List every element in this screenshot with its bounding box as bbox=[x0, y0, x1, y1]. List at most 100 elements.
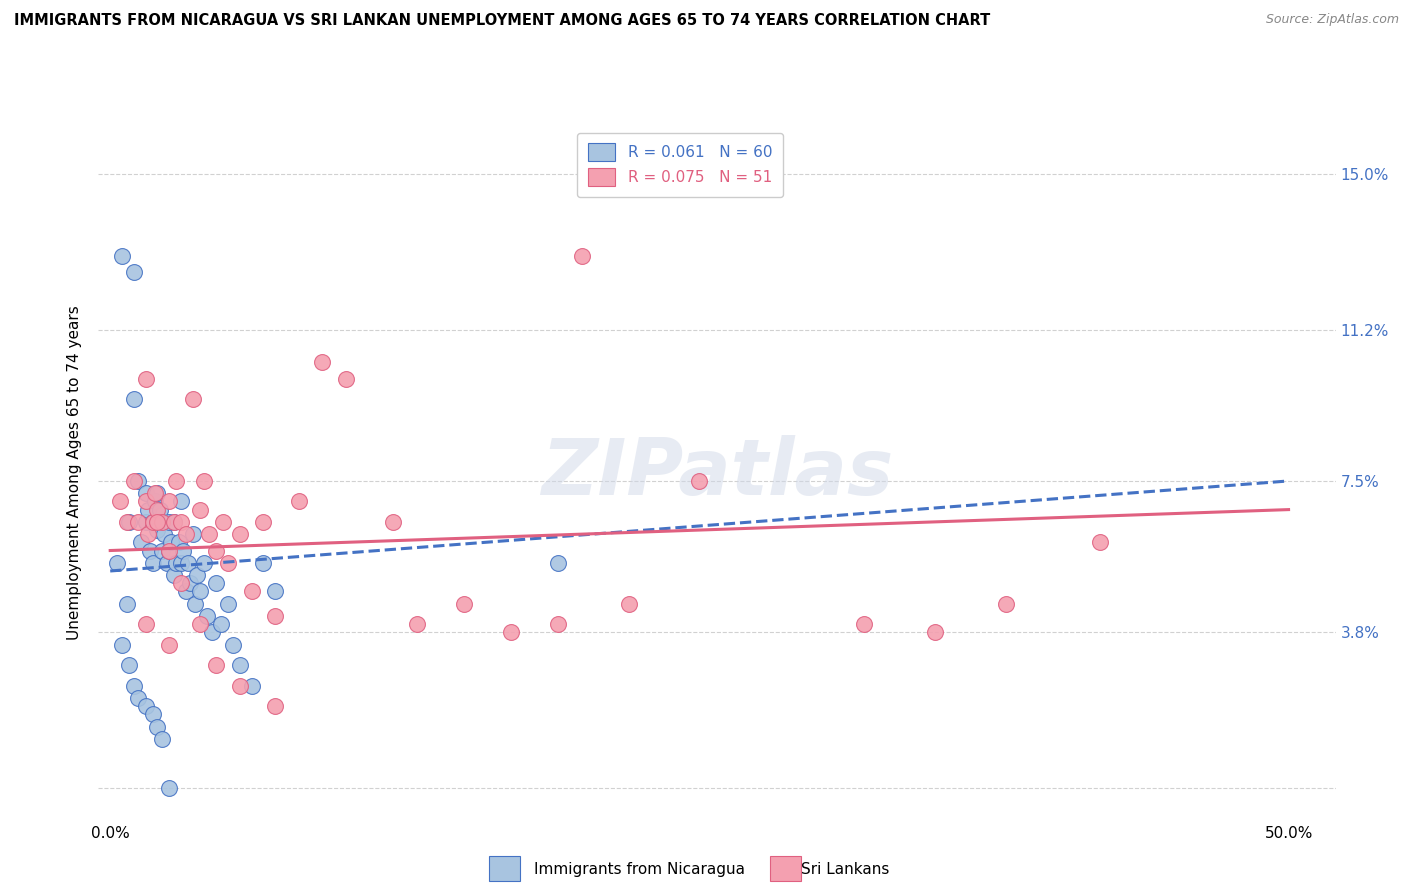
Point bbox=[135, 617, 157, 632]
Point bbox=[617, 597, 640, 611]
Point bbox=[170, 556, 193, 570]
Point bbox=[212, 515, 235, 529]
Point bbox=[150, 731, 173, 746]
Point bbox=[547, 556, 569, 570]
Point bbox=[157, 543, 180, 558]
Point bbox=[174, 527, 197, 541]
Legend: R = 0.061   N = 60, R = 0.075   N = 51: R = 0.061 N = 60, R = 0.075 N = 51 bbox=[576, 133, 783, 197]
FancyBboxPatch shape bbox=[770, 856, 801, 881]
Point bbox=[252, 556, 274, 570]
Point bbox=[127, 690, 149, 705]
Point bbox=[179, 576, 201, 591]
Point bbox=[157, 543, 180, 558]
Point bbox=[163, 515, 186, 529]
Point bbox=[136, 527, 159, 541]
Point bbox=[146, 523, 169, 537]
Point bbox=[143, 494, 166, 508]
Point bbox=[127, 474, 149, 488]
Point bbox=[924, 625, 946, 640]
Point bbox=[240, 584, 263, 599]
Point bbox=[264, 609, 287, 624]
Point bbox=[135, 371, 157, 385]
Point bbox=[571, 249, 593, 263]
Point bbox=[160, 535, 183, 549]
Point bbox=[170, 494, 193, 508]
Point bbox=[105, 556, 128, 570]
Point bbox=[186, 568, 208, 582]
Point bbox=[499, 625, 522, 640]
Point bbox=[184, 597, 207, 611]
Text: Immigrants from Nicaragua: Immigrants from Nicaragua bbox=[534, 863, 745, 877]
Point bbox=[115, 515, 138, 529]
Point bbox=[688, 474, 710, 488]
Point bbox=[181, 392, 204, 406]
Point bbox=[135, 699, 157, 714]
Point bbox=[136, 502, 159, 516]
Point bbox=[146, 502, 169, 516]
Point bbox=[229, 527, 252, 541]
Point bbox=[135, 494, 157, 508]
Point bbox=[146, 719, 169, 733]
Text: ZIPatlas: ZIPatlas bbox=[541, 434, 893, 511]
Point bbox=[142, 515, 165, 529]
Point bbox=[142, 556, 165, 570]
Point bbox=[156, 556, 179, 570]
Point bbox=[146, 515, 169, 529]
Point bbox=[198, 527, 221, 541]
Point bbox=[122, 474, 145, 488]
Point bbox=[264, 699, 287, 714]
Point bbox=[163, 568, 186, 582]
Point bbox=[217, 597, 239, 611]
Point bbox=[188, 502, 211, 516]
Point bbox=[382, 515, 405, 529]
Text: Sri Lankans: Sri Lankans bbox=[801, 863, 890, 877]
Point bbox=[287, 494, 309, 508]
Point bbox=[405, 617, 427, 632]
Point bbox=[153, 527, 176, 541]
Point bbox=[170, 576, 193, 591]
Point bbox=[122, 392, 145, 406]
Point bbox=[188, 617, 211, 632]
Point bbox=[122, 679, 145, 693]
Point bbox=[127, 515, 149, 529]
Point bbox=[311, 355, 333, 369]
Point bbox=[150, 515, 173, 529]
Point bbox=[170, 515, 193, 529]
Point bbox=[157, 638, 180, 652]
Point bbox=[252, 515, 274, 529]
Point bbox=[146, 486, 169, 500]
Point bbox=[181, 527, 204, 541]
FancyBboxPatch shape bbox=[489, 856, 520, 881]
Point bbox=[108, 494, 131, 508]
Point bbox=[149, 502, 172, 516]
Point bbox=[143, 486, 166, 500]
Point bbox=[118, 658, 141, 673]
Text: IMMIGRANTS FROM NICARAGUA VS SRI LANKAN UNEMPLOYMENT AMONG AGES 65 TO 74 YEARS C: IMMIGRANTS FROM NICARAGUA VS SRI LANKAN … bbox=[14, 13, 990, 29]
Point bbox=[222, 638, 245, 652]
Point bbox=[240, 679, 263, 693]
Point bbox=[142, 707, 165, 722]
Point bbox=[122, 265, 145, 279]
Point bbox=[157, 494, 180, 508]
Point bbox=[188, 584, 211, 599]
Point bbox=[200, 625, 222, 640]
Point bbox=[167, 535, 190, 549]
Point bbox=[157, 515, 180, 529]
Point bbox=[547, 617, 569, 632]
Point bbox=[111, 249, 134, 263]
Point bbox=[335, 371, 357, 385]
Point bbox=[177, 556, 200, 570]
Point bbox=[129, 535, 152, 549]
Point bbox=[157, 780, 180, 795]
Point bbox=[994, 597, 1017, 611]
Point bbox=[209, 617, 232, 632]
Point bbox=[111, 638, 134, 652]
Point bbox=[1088, 535, 1111, 549]
Point bbox=[264, 584, 287, 599]
Point bbox=[115, 597, 138, 611]
Point bbox=[165, 556, 187, 570]
Point bbox=[853, 617, 876, 632]
Point bbox=[139, 543, 162, 558]
Point bbox=[150, 543, 173, 558]
Y-axis label: Unemployment Among Ages 65 to 74 years: Unemployment Among Ages 65 to 74 years bbox=[67, 305, 83, 640]
